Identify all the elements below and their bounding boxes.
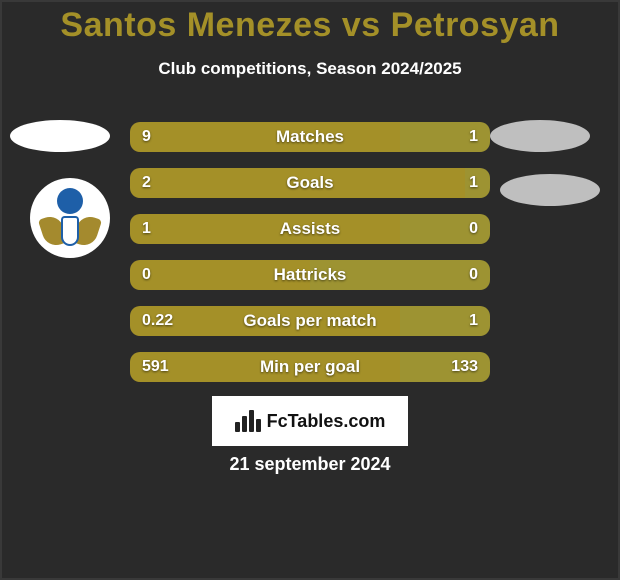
stat-value-left: 2 bbox=[142, 168, 151, 198]
stat-value-right: 133 bbox=[451, 352, 478, 382]
stat-value-right: 0 bbox=[469, 260, 478, 290]
stat-value-left: 591 bbox=[142, 352, 169, 382]
comparison-bars: Matches91Goals21Assists10Hattricks00Goal… bbox=[130, 122, 490, 398]
stat-value-right: 1 bbox=[469, 168, 478, 198]
stat-row: Goals per match0.221 bbox=[130, 306, 490, 336]
stat-bar-left bbox=[130, 168, 465, 198]
stat-row: Matches91 bbox=[130, 122, 490, 152]
stat-value-right: 1 bbox=[469, 122, 478, 152]
stat-bar-left bbox=[130, 214, 400, 244]
right-team-ellipse bbox=[490, 120, 590, 152]
crest-wings-icon bbox=[40, 210, 100, 246]
watermark: FcTables.com bbox=[212, 396, 408, 446]
watermark-text: FcTables.com bbox=[267, 411, 386, 432]
crest-ball-icon bbox=[57, 188, 83, 214]
page-title: Santos Menezes vs Petrosyan bbox=[0, 0, 620, 45]
stat-row: Min per goal591133 bbox=[130, 352, 490, 382]
subtitle: Club competitions, Season 2024/2025 bbox=[0, 59, 620, 79]
left-team-ellipse bbox=[10, 120, 110, 152]
stat-bar-left bbox=[130, 122, 400, 152]
crest-shield-icon bbox=[61, 216, 79, 246]
stat-value-left: 1 bbox=[142, 214, 151, 244]
stat-row: Goals21 bbox=[130, 168, 490, 198]
right-team-ellipse-2 bbox=[500, 174, 600, 206]
stat-row: Hattricks00 bbox=[130, 260, 490, 290]
bar-chart-icon bbox=[235, 410, 261, 432]
date-label: 21 september 2024 bbox=[0, 454, 620, 475]
stat-bar-left bbox=[130, 260, 310, 290]
stat-value-left: 0 bbox=[142, 260, 151, 290]
stat-value-right: 0 bbox=[469, 214, 478, 244]
stat-value-right: 1 bbox=[469, 306, 478, 336]
stat-bar-right bbox=[310, 260, 490, 290]
stat-value-left: 0.22 bbox=[142, 306, 173, 336]
stat-bar-left bbox=[130, 352, 400, 382]
stat-row: Assists10 bbox=[130, 214, 490, 244]
left-team-crest bbox=[30, 178, 110, 258]
crest-graphic bbox=[40, 188, 100, 248]
stat-value-left: 9 bbox=[142, 122, 151, 152]
comparison-card: Santos Menezes vs Petrosyan Club competi… bbox=[0, 0, 620, 580]
